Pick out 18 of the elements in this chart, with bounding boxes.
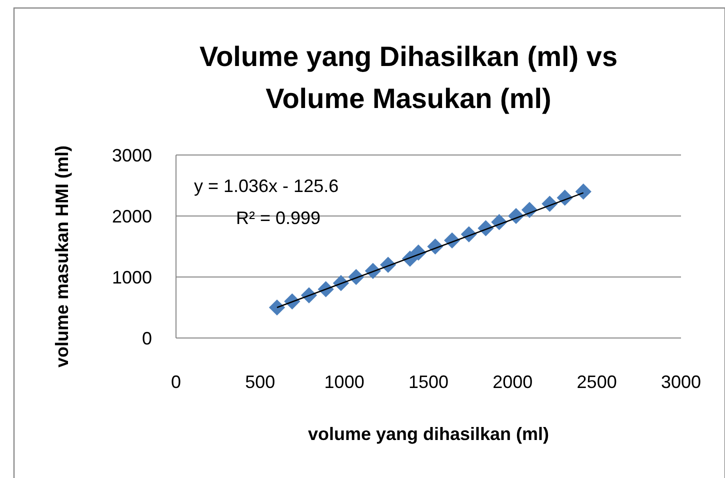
point — [268, 299, 286, 316]
x-tick-label: 0 — [170, 372, 182, 392]
x-axis-title: volume yang dihasilkan (ml) — [308, 424, 550, 444]
y-axis-title: volume masukan HMI (ml) — [52, 145, 72, 368]
x-tick-label: 1500 — [408, 372, 449, 392]
y-tick-label: 0 — [142, 328, 152, 348]
y-tick-label: 2000 — [112, 206, 152, 226]
x-tick-label: 500 — [245, 372, 276, 392]
y-tick-label: 1000 — [112, 267, 152, 288]
annotation: y = 1.036x - 125.6 — [194, 176, 339, 196]
x-tick-label: 2500 — [576, 372, 617, 392]
point — [575, 184, 592, 200]
y-tick-label: 3000 — [112, 145, 152, 166]
chart-title: Volume yang Dihasilkan (ml) vs Volume Masukan (ml) — [199, 41, 618, 114]
annotation: R² = 0.999 — [236, 208, 321, 228]
x-tick-label: 1000 — [324, 372, 364, 392]
x-tick-label: 2000 — [492, 372, 533, 392]
x-tick-label: 3000 — [660, 372, 702, 392]
